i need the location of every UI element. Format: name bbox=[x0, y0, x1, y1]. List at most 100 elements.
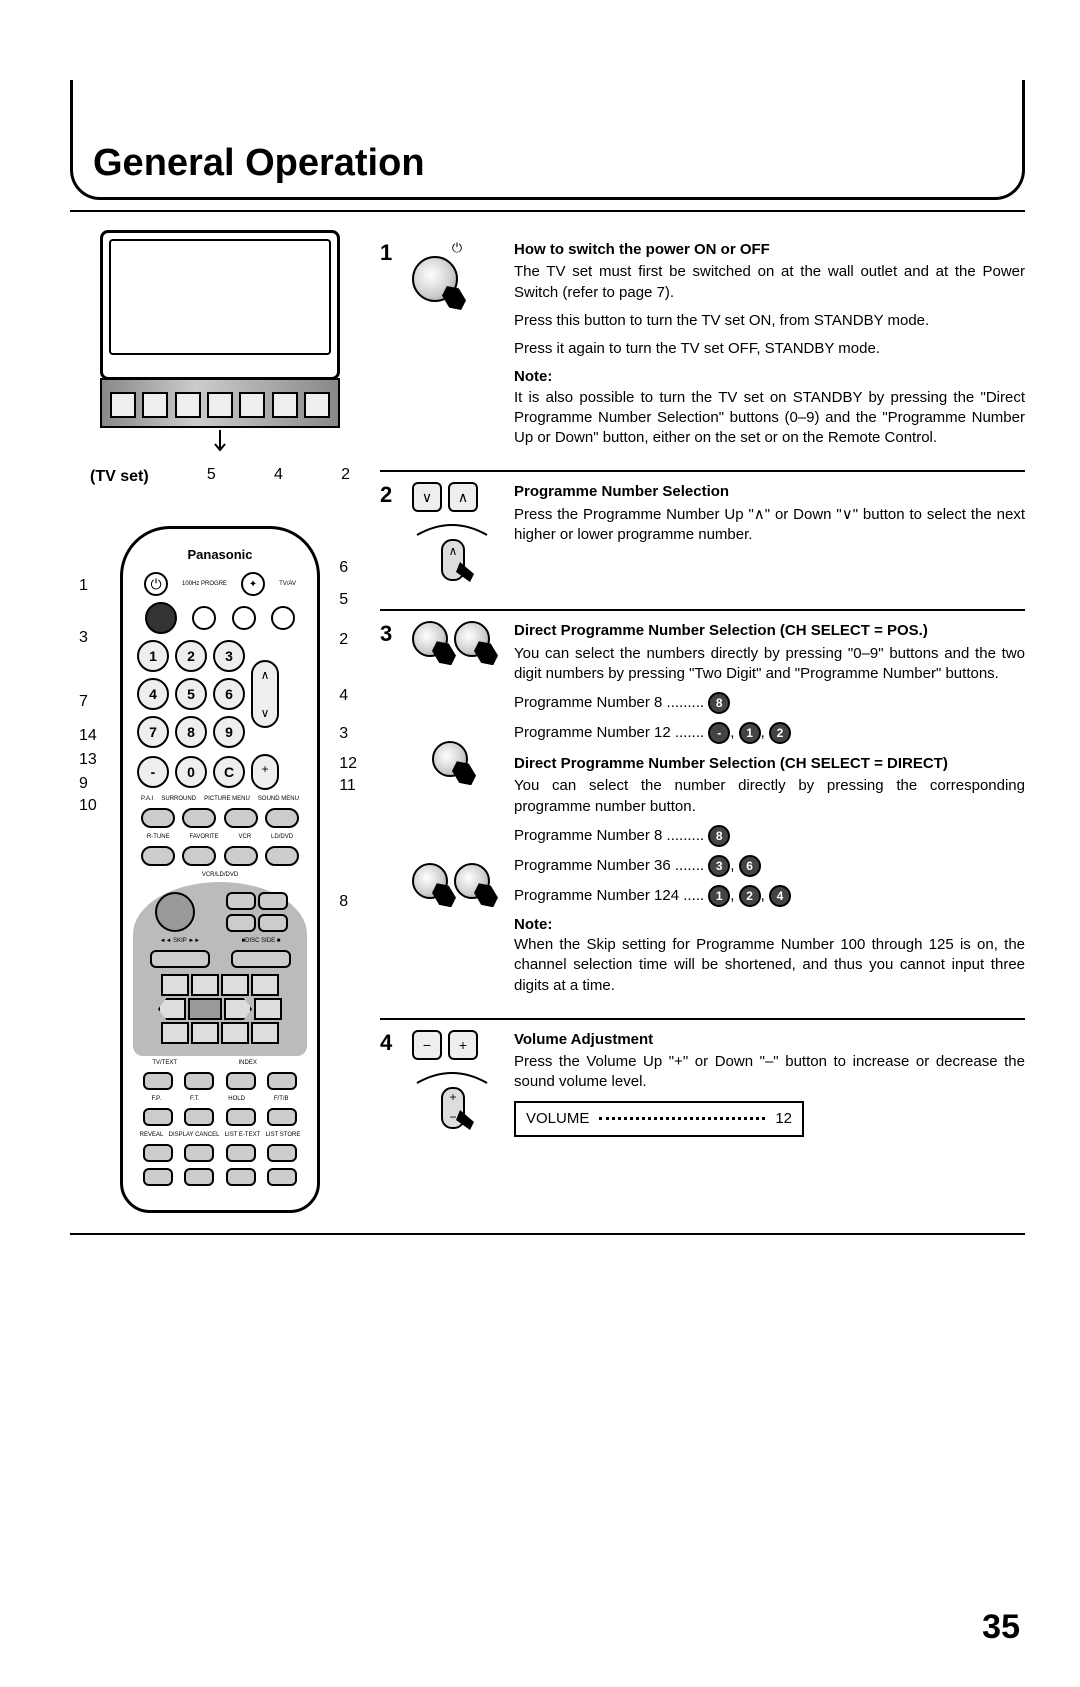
callout: 12 bbox=[339, 755, 357, 777]
tv-button bbox=[207, 392, 233, 418]
callout: 5 bbox=[339, 591, 357, 631]
dpad-button bbox=[161, 1022, 189, 1044]
section-heading: How to switch the power ON or OFF bbox=[514, 240, 1025, 260]
remote-button bbox=[143, 1108, 173, 1126]
tv-callout: 4 bbox=[274, 466, 283, 486]
remote-button bbox=[231, 950, 291, 968]
button-icon: 1 bbox=[708, 885, 730, 907]
dpad-button bbox=[221, 974, 249, 996]
remote-button bbox=[150, 950, 210, 968]
button-icon: 8 bbox=[708, 692, 730, 714]
note-body: When the Skip setting for Programme Numb… bbox=[514, 935, 1025, 996]
section-heading-b: Direct Programme Number Selection (CH SE… bbox=[514, 754, 1025, 774]
press-icon bbox=[454, 863, 490, 899]
callout: 11 bbox=[339, 777, 357, 893]
remote-button bbox=[226, 914, 256, 932]
remote-button bbox=[192, 606, 216, 630]
num-button: 9 bbox=[213, 716, 245, 748]
remote-right-callouts: 6 5 2 4 3 12 11 8 bbox=[339, 559, 357, 911]
dpad-button bbox=[191, 1022, 219, 1044]
num-button: 2 bbox=[175, 640, 207, 672]
remote-button bbox=[184, 1072, 214, 1090]
remote-illustration: 1 3 7 14 13 9 10 6 5 2 4 3 12 11 8 Panas… bbox=[120, 526, 320, 1213]
remote-button bbox=[226, 1168, 256, 1186]
dpad-button bbox=[161, 974, 189, 996]
remote-button bbox=[254, 998, 282, 1020]
tv-button bbox=[304, 392, 330, 418]
remote-button bbox=[145, 602, 177, 634]
label: F.T. bbox=[190, 1096, 199, 1102]
tv-set-label: (TV set) bbox=[90, 468, 149, 486]
section-heading: Programme Number Selection bbox=[514, 482, 1025, 502]
remote-button bbox=[226, 1144, 256, 1162]
section-1: 1 ⏻ How to switch the power ON or OFF Th… bbox=[380, 230, 1025, 472]
remote-button bbox=[184, 1144, 214, 1162]
section-icons bbox=[412, 621, 502, 1004]
num-button: 8 bbox=[175, 716, 207, 748]
label: LD/DVD bbox=[271, 834, 293, 840]
tv-screen bbox=[100, 230, 340, 380]
volume-value: 12 bbox=[775, 1109, 792, 1129]
num-button: 7 bbox=[137, 716, 169, 748]
remote-button bbox=[226, 1072, 256, 1090]
section-3: 3 Direct Programme Number Selection (CH … bbox=[380, 611, 1025, 1020]
section-body: Press the Volume Up "+" or Down "–" butt… bbox=[514, 1052, 1025, 1093]
arc-icon: ∧ bbox=[412, 520, 502, 595]
section-4: 4 − + + − Volume Adjustment bbox=[380, 1020, 1025, 1157]
tv-button bbox=[175, 392, 201, 418]
label: FAVORITE bbox=[189, 834, 218, 840]
label: LIST STORE bbox=[266, 1132, 301, 1138]
remote-button bbox=[143, 1072, 173, 1090]
section-heading: Direct Programme Number Selection (CH SE… bbox=[514, 621, 1025, 641]
dpad-button bbox=[251, 974, 279, 996]
callout: 10 bbox=[79, 797, 97, 815]
svg-text:∧: ∧ bbox=[449, 544, 458, 558]
num-button: 6 bbox=[213, 678, 245, 710]
example-line: Programme Number 8 ......... 8 bbox=[514, 692, 1025, 714]
section-2: 2 ∨ ∧ ∧ Programme Number Selection bbox=[380, 472, 1025, 611]
remote-button bbox=[224, 846, 258, 866]
power-button: ⏻ bbox=[144, 572, 168, 596]
volume-label: VOLUME bbox=[526, 1109, 589, 1129]
callout: 6 bbox=[339, 559, 357, 591]
label: REVEAL bbox=[140, 1132, 164, 1138]
remote-button bbox=[226, 1108, 256, 1126]
label: TV/AV bbox=[279, 581, 296, 587]
section-body: Press this button to turn the TV set ON,… bbox=[514, 311, 1025, 331]
label: ■DISC SIDE ■ bbox=[241, 938, 280, 944]
section-body: The TV set must first be switched on at … bbox=[514, 262, 1025, 303]
example-line: Programme Number 8 ......... 8 bbox=[514, 825, 1025, 847]
page-title: General Operation bbox=[93, 142, 425, 185]
volume-bar bbox=[599, 1117, 765, 1120]
example-line: Programme Number 12 ....... -, 1, 2 bbox=[514, 722, 1025, 744]
label: SOUND MENU bbox=[258, 796, 299, 802]
num-button: 5 bbox=[175, 678, 207, 710]
remote-button bbox=[141, 808, 175, 828]
tv-arrow-icon bbox=[100, 428, 340, 456]
dpad-right bbox=[224, 998, 252, 1020]
page-number: 35 bbox=[982, 1608, 1020, 1647]
label: ◄◄ SKIP ►► bbox=[160, 938, 201, 944]
remote-button bbox=[143, 1144, 173, 1162]
label: DISPLAY CANCEL bbox=[169, 1132, 220, 1138]
remote-button bbox=[182, 808, 216, 828]
dpad-wheel bbox=[155, 892, 195, 932]
label: R-TUNE bbox=[147, 834, 170, 840]
num-button: 3 bbox=[213, 640, 245, 672]
label: F.P. bbox=[151, 1096, 161, 1102]
label: PICTURE MENU bbox=[204, 796, 250, 802]
remote-button bbox=[271, 606, 295, 630]
callout: 4 bbox=[339, 687, 357, 725]
remote-button: ✦ bbox=[241, 572, 265, 596]
content-area: (TV set) 5 4 2 1 3 7 14 13 9 10 6 5 2 4 … bbox=[70, 210, 1025, 1235]
tv-button bbox=[110, 392, 136, 418]
label: LIST E-TEXT bbox=[225, 1132, 261, 1138]
section-body: Press the Programme Number Up "∧" or Dow… bbox=[514, 505, 1025, 546]
press-icon bbox=[412, 863, 448, 899]
label: F/T/B bbox=[274, 1096, 289, 1102]
remote-button bbox=[267, 1108, 297, 1126]
button-icon: 6 bbox=[739, 855, 761, 877]
tv-callout: 5 bbox=[207, 466, 216, 486]
callout: 9 bbox=[79, 775, 97, 797]
dpad-button bbox=[221, 1022, 249, 1044]
